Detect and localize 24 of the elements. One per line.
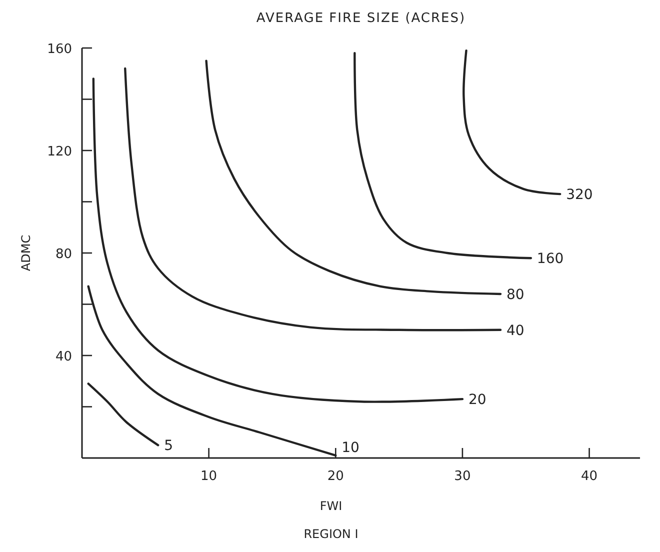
line-series: [124, 67, 502, 332]
x-tick-label: 40: [581, 469, 598, 484]
line-series: [205, 60, 502, 296]
line-series: [462, 49, 562, 196]
line-series: [354, 52, 532, 260]
y-tick-label: 80: [55, 247, 72, 262]
line-series: [87, 382, 160, 446]
series-label: 10: [342, 440, 360, 456]
x-tick-label: 10: [200, 469, 218, 484]
series-label: 20: [468, 392, 486, 408]
series-label: 80: [506, 287, 524, 303]
y-tick-label: 120: [47, 144, 72, 160]
y-axis-title: ADMC: [19, 234, 33, 272]
x-tick-label: 20: [327, 469, 344, 484]
series-label: 160: [536, 251, 564, 268]
y-tick-label: 40: [55, 350, 72, 364]
series-label: 40: [506, 322, 524, 339]
y-tick-label: 160: [47, 42, 72, 57]
x-tick-label: 30: [454, 469, 471, 484]
series-label: 320: [566, 187, 593, 204]
x-axis-title: FWI: [320, 499, 342, 513]
series-label: 5: [164, 438, 174, 454]
chart-title: AVERAGE FIRE SIZE (ACRES): [256, 11, 466, 26]
text: REGION I: [304, 527, 358, 541]
